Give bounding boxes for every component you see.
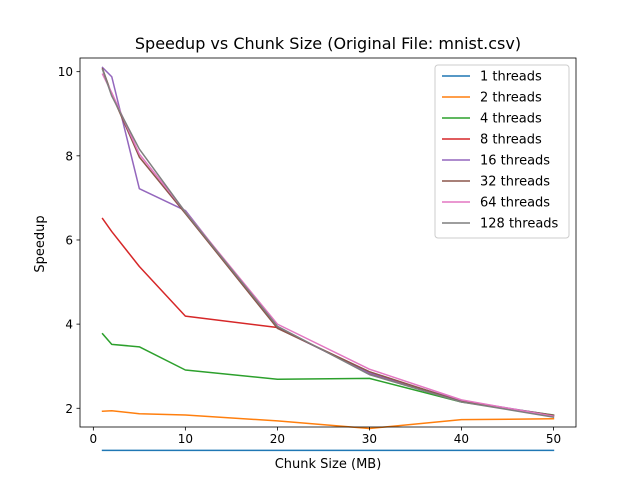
legend-label: 2 threads [480, 91, 542, 106]
y-tick-label: 2 [65, 402, 73, 416]
y-tick-label: 10 [58, 65, 73, 79]
x-tick-label: 0 [90, 432, 98, 446]
y-tick-label: 6 [65, 233, 73, 247]
legend-label: 1 threads [480, 70, 542, 85]
x-tick-label: 50 [546, 432, 561, 446]
axes-frame [79, 57, 577, 428]
legend-box [434, 64, 570, 239]
legend-label: 32 threads [480, 175, 550, 190]
y-tick-label: 8 [65, 149, 73, 163]
legend-label: 4 threads [480, 112, 542, 127]
legend-label: 16 threads [480, 154, 550, 169]
legend-label: 128 threads [480, 217, 559, 232]
series-line-2-threads [101, 410, 555, 430]
legend-label: 64 threads [480, 196, 550, 211]
series-line-128-threads [101, 68, 555, 418]
x-axis-label: Chunk Size (MB) [275, 457, 382, 472]
x-tick-label: 40 [454, 432, 469, 446]
legend-label: 8 threads [480, 133, 542, 148]
y-axis-label: Speedup [33, 215, 48, 272]
x-tick-label: 10 [178, 432, 193, 446]
plot-lines [101, 66, 555, 452]
legend: 1 threads 2 threads 4 threads 8 threads 16 t… [434, 64, 570, 239]
chart-title: Speedup vs Chunk Size (Original File: mn… [135, 34, 521, 53]
x-tick-label: 30 [362, 432, 377, 446]
axes: 0 10 20 30 40 50 2 4 6 8 10 [58, 57, 577, 446]
y-tick-label: 4 [65, 318, 73, 332]
x-tick-label: 20 [270, 432, 285, 446]
series-line-64-threads [101, 73, 555, 418]
